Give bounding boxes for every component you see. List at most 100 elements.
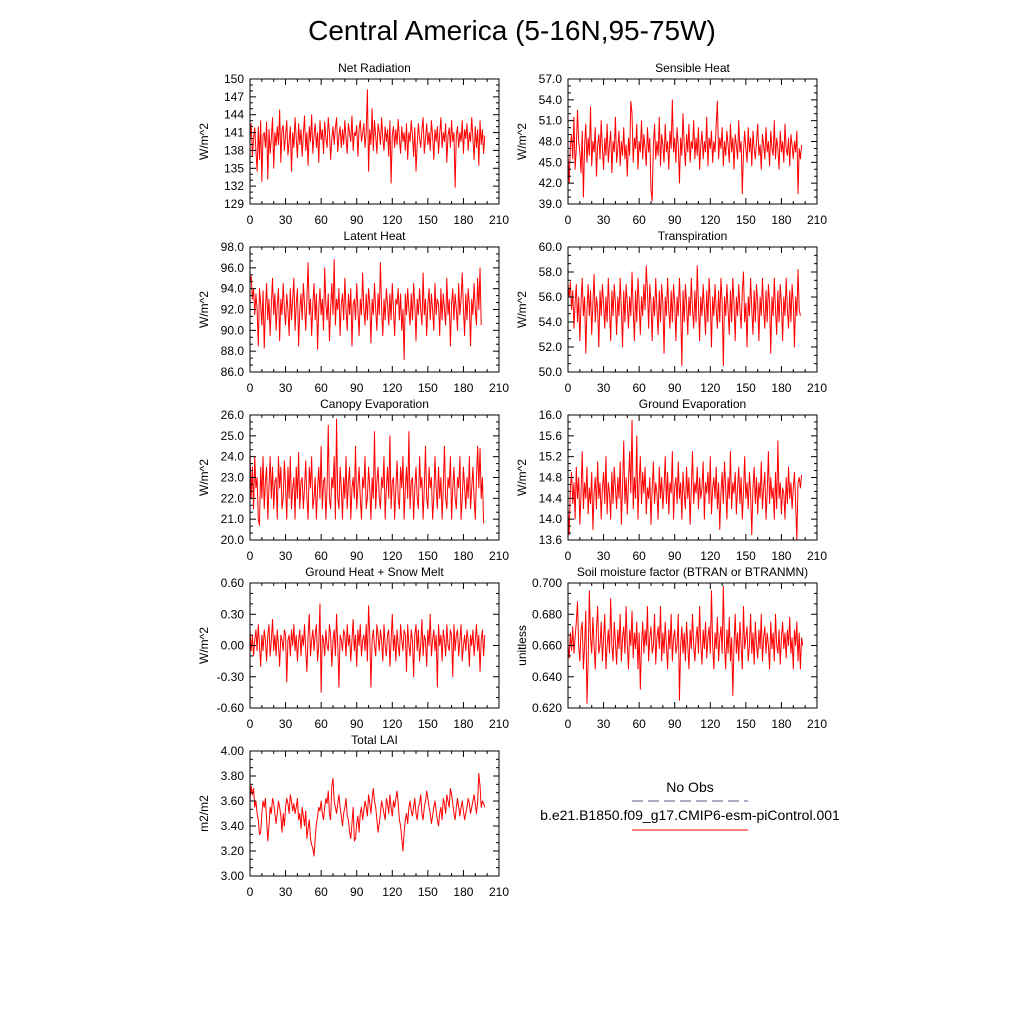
- y-tick-label: 0.00: [221, 639, 245, 653]
- y-tick-label: 129: [224, 197, 244, 211]
- x-tick-label: 90: [350, 549, 364, 563]
- y-axis-label: W/m^2: [515, 459, 529, 496]
- y-tick-label: 14.4: [539, 491, 563, 505]
- x-tick-label: 150: [418, 549, 438, 563]
- series-line: [249, 773, 486, 857]
- x-tick-label: 60: [632, 213, 646, 227]
- panel-title: Transpiration: [658, 229, 728, 243]
- x-tick-label: 210: [807, 549, 827, 563]
- x-tick-label: 150: [736, 381, 756, 395]
- y-tick-label: -0.60: [217, 701, 245, 715]
- y-tick-label: 23.0: [221, 471, 245, 485]
- plot-frame: [249, 246, 500, 373]
- chart-panel-1: Net Radiation W/m^2 0 30 60 90 120 150 180 210 129…: [197, 61, 509, 227]
- x-tick-label: 180: [771, 549, 791, 563]
- y-tick-label: 3.00: [221, 869, 245, 883]
- x-tick-label: 90: [350, 213, 364, 227]
- x-tick-label: 120: [700, 717, 720, 731]
- y-axis-label: W/m^2: [197, 291, 211, 328]
- x-tick-label: 180: [771, 381, 791, 395]
- x-tick-label: 210: [807, 717, 827, 731]
- chart-panel-4: Transpiration W/m^2 0 30 60 90 120 150 180 210 50.…: [515, 229, 827, 395]
- x-tick-label: 120: [382, 381, 402, 395]
- y-tick-label: 150: [224, 72, 244, 86]
- x-tick-label: 30: [597, 213, 611, 227]
- series-line: [567, 99, 803, 202]
- y-tick-label: 86.0: [221, 365, 245, 379]
- series-line: [567, 419, 803, 541]
- x-tick-label: 0: [247, 549, 254, 563]
- x-tick-label: 210: [489, 381, 509, 395]
- y-axis-label: unitless: [515, 625, 529, 666]
- legend-obs-label: No Obs: [666, 779, 713, 795]
- x-tick-label: 90: [350, 885, 364, 899]
- y-tick-label: 56.0: [539, 290, 563, 304]
- y-axis-label: W/m^2: [515, 291, 529, 328]
- panels-group: Net Radiation W/m^2 0 30 60 90 120 150 180 210 129…: [197, 61, 827, 899]
- plot-frame: [567, 246, 818, 373]
- y-tick-label: -0.30: [217, 670, 245, 684]
- x-tick-label: 180: [453, 381, 473, 395]
- y-tick-label: 0.700: [532, 576, 562, 590]
- x-tick-label: 30: [597, 381, 611, 395]
- chart-panel-9: Total LAI m2/m2 0 30 60 90 120 150 180 210 3.00 3.2…: [197, 733, 509, 899]
- series-line: [249, 603, 486, 693]
- y-tick-label: 58.0: [539, 265, 563, 279]
- plot-frame: [249, 750, 500, 877]
- x-tick-label: 120: [700, 549, 720, 563]
- x-tick-label: 30: [597, 549, 611, 563]
- chart-panel-7: Ground Heat + Snow Melt W/m^2 0 30 60 90 120 15…: [197, 565, 509, 731]
- x-tick-label: 120: [382, 549, 402, 563]
- plot-frame: [249, 78, 500, 205]
- chart-panel-3: Latent Heat W/m^2 0 30 60 90 120 150 180 210 86.0 8…: [197, 229, 509, 395]
- x-tick-label: 30: [279, 213, 293, 227]
- y-axis-label: m2/m2: [197, 795, 211, 832]
- x-tick-label: 210: [489, 717, 509, 731]
- series-line: [567, 585, 804, 704]
- x-tick-label: 90: [350, 717, 364, 731]
- series-line: [249, 89, 486, 188]
- y-tick-label: 15.6: [539, 429, 563, 443]
- x-tick-label: 0: [247, 717, 254, 731]
- legend-model-label: b.e21.B1850.f09_g17.CMIP6-esm-piControl.…: [540, 807, 840, 823]
- x-tick-label: 210: [489, 885, 509, 899]
- y-tick-label: 94.0: [221, 282, 245, 296]
- y-tick-label: 147: [224, 90, 244, 104]
- x-tick-label: 150: [736, 717, 756, 731]
- x-tick-label: 180: [453, 717, 473, 731]
- y-axis-label: W/m^2: [197, 459, 211, 496]
- x-tick-label: 150: [418, 885, 438, 899]
- series-line: [249, 259, 482, 360]
- y-tick-label: 39.0: [539, 197, 563, 211]
- x-tick-label: 90: [668, 549, 682, 563]
- x-tick-label: 180: [771, 717, 791, 731]
- panel-title: Soil moisture factor (BTRAN or BTRANMN): [577, 565, 808, 579]
- x-tick-label: 180: [771, 213, 791, 227]
- y-tick-label: 51.0: [539, 114, 563, 128]
- y-tick-label: 141: [224, 126, 244, 140]
- x-tick-label: 120: [700, 213, 720, 227]
- x-tick-label: 120: [382, 717, 402, 731]
- series-line: [567, 265, 801, 367]
- chart-panel-2: Sensible Heat W/m^2 0 30 60 90 120 150 180 210 39.…: [515, 61, 827, 227]
- x-tick-label: 60: [314, 213, 328, 227]
- y-tick-label: 0.30: [221, 607, 245, 621]
- y-tick-label: 57.0: [539, 72, 563, 86]
- panel-title: Ground Evaporation: [639, 397, 746, 411]
- y-tick-label: 52.0: [539, 340, 563, 354]
- y-tick-label: 4.00: [221, 744, 245, 758]
- x-tick-label: 150: [418, 381, 438, 395]
- panel-title: Latent Heat: [343, 229, 406, 243]
- y-tick-label: 16.0: [539, 408, 563, 422]
- x-tick-label: 90: [668, 381, 682, 395]
- y-tick-label: 60.0: [539, 240, 563, 254]
- y-tick-label: 88.0: [221, 344, 245, 358]
- y-tick-label: 90.0: [221, 323, 245, 337]
- figure-title: Central America (5-16N,95-75W): [308, 15, 716, 46]
- x-tick-label: 150: [736, 213, 756, 227]
- x-tick-label: 0: [565, 381, 572, 395]
- y-tick-label: 144: [224, 108, 244, 122]
- panel-title: Ground Heat + Snow Melt: [305, 565, 444, 579]
- y-tick-label: 54.0: [539, 93, 563, 107]
- y-tick-label: 21.0: [221, 512, 245, 526]
